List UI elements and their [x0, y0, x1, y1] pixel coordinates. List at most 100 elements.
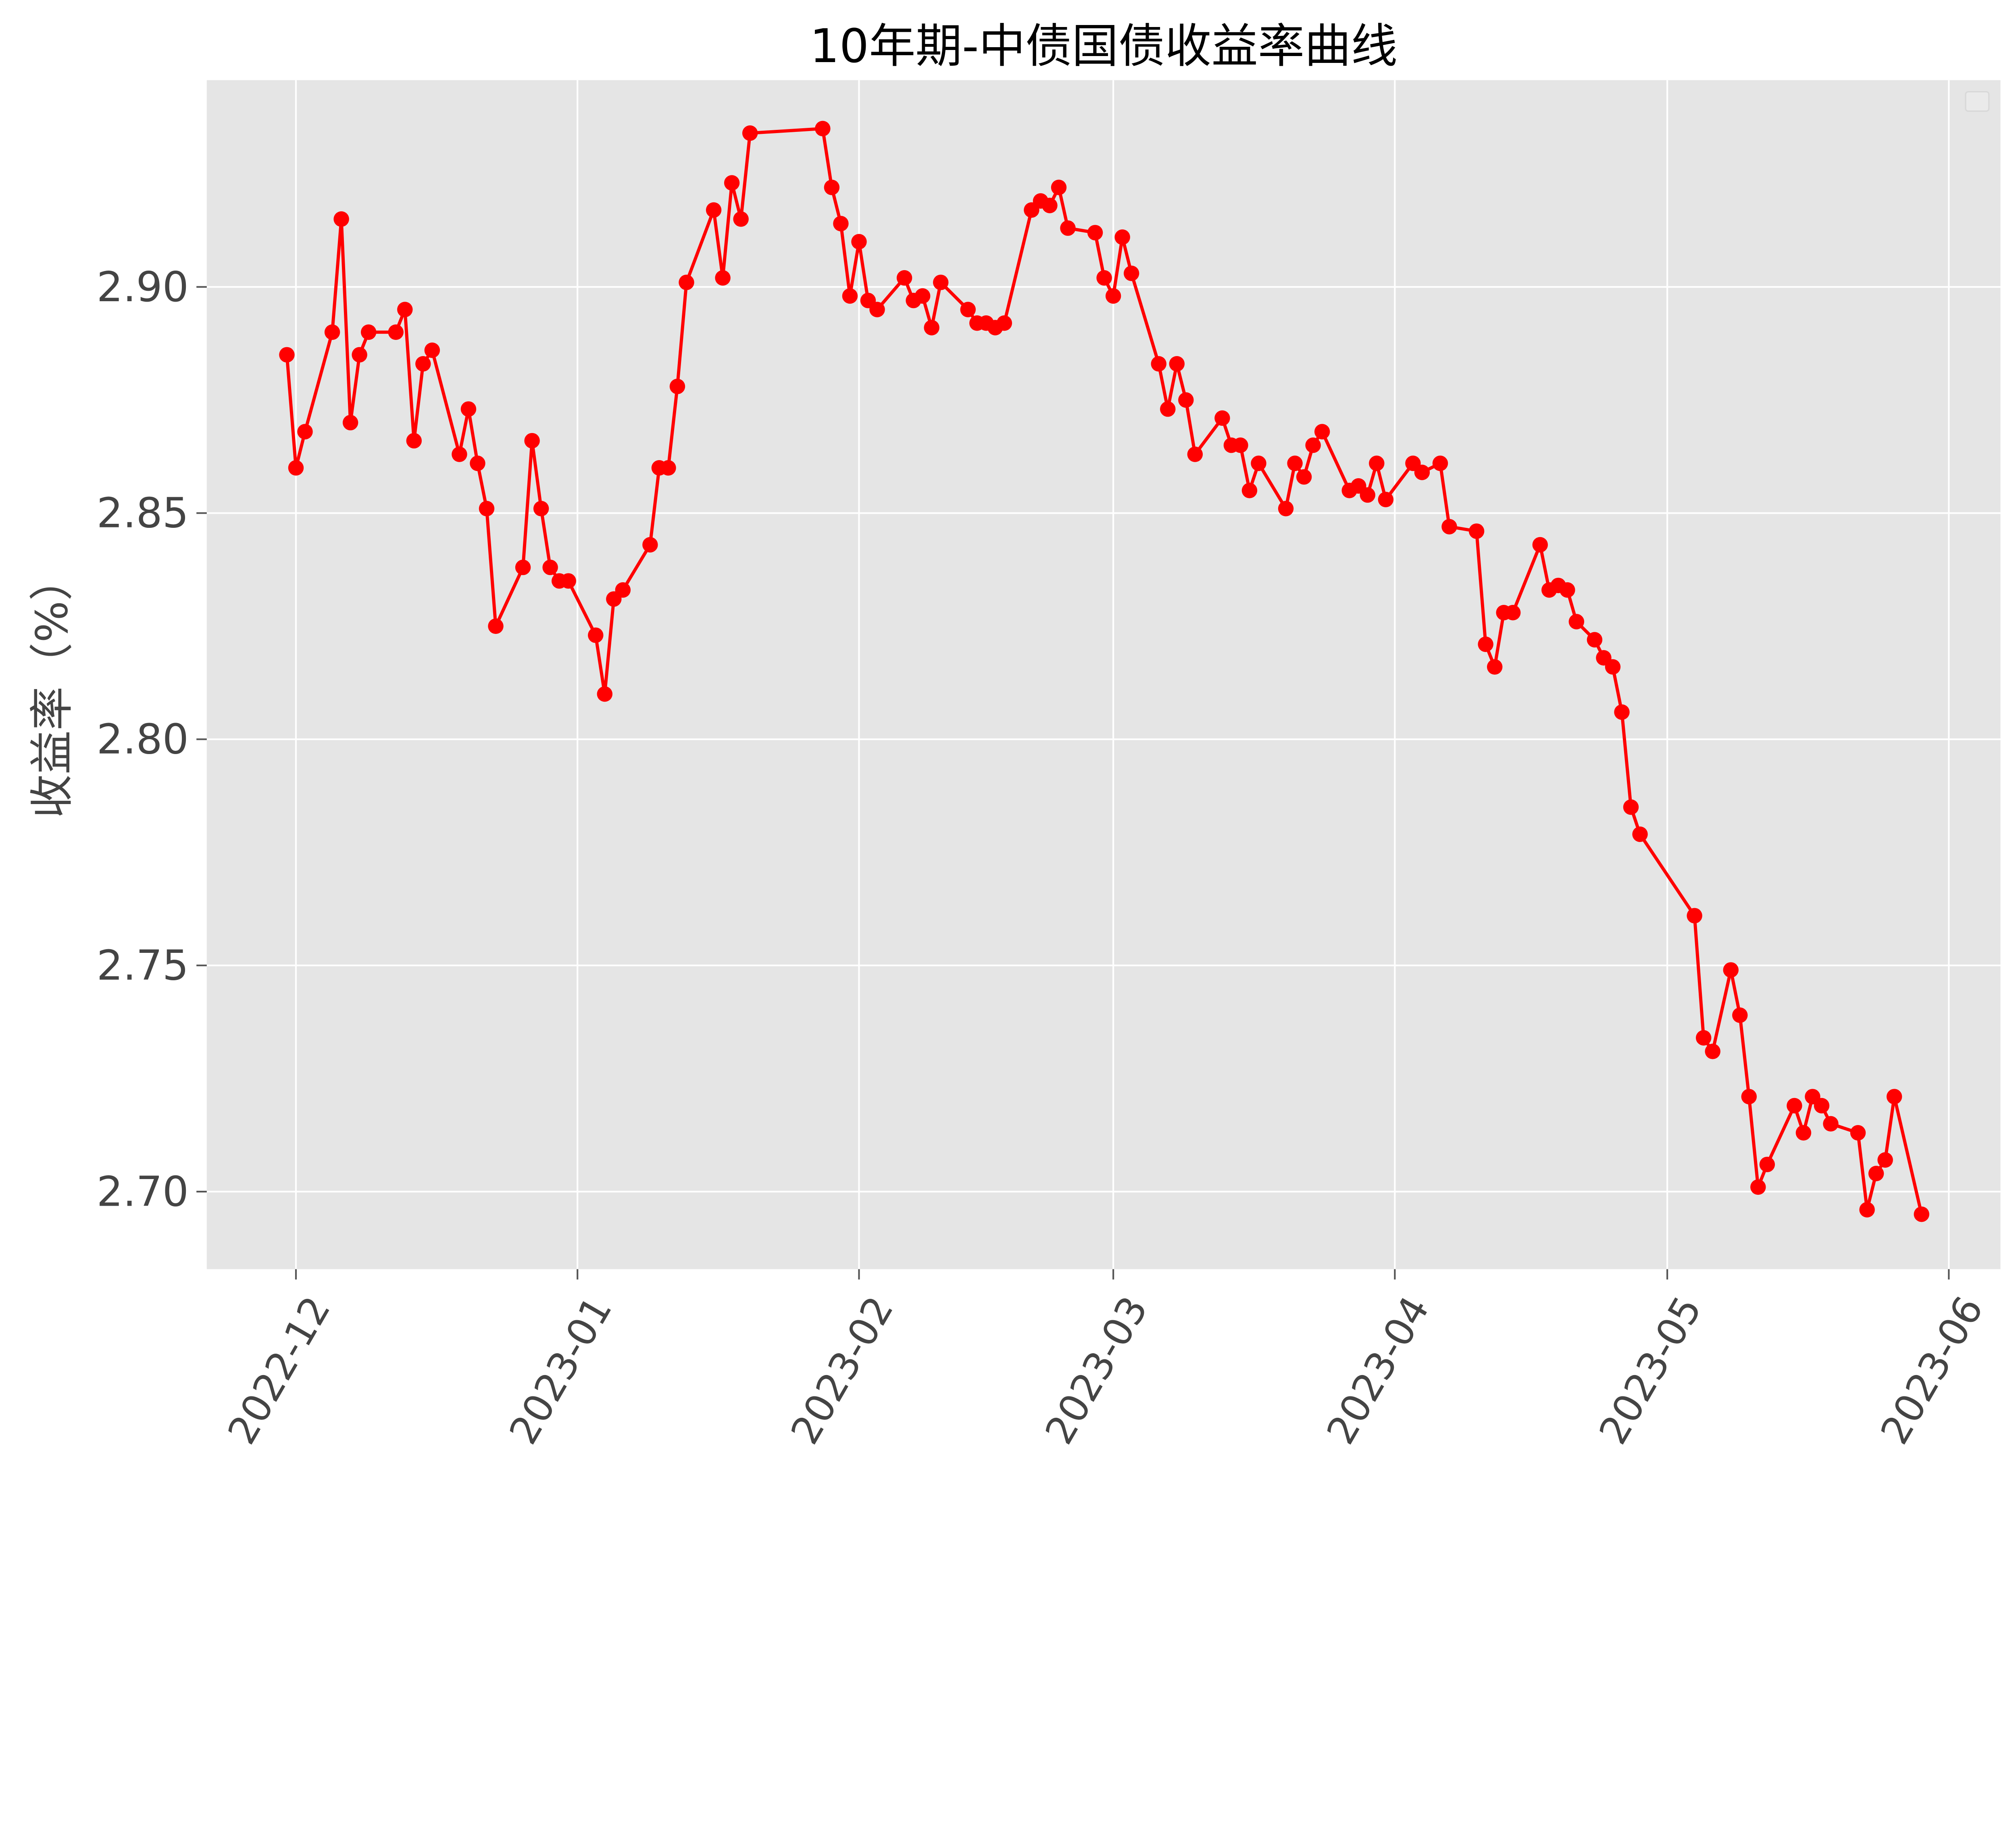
data-point: [1532, 537, 1548, 553]
chart-title: 10年期-中债国债收益率曲线: [810, 19, 1397, 73]
data-point: [851, 234, 867, 250]
data-point: [288, 460, 304, 476]
data-point: [1187, 446, 1203, 462]
data-point: [1605, 659, 1621, 675]
data-point: [297, 424, 313, 440]
data-point: [1378, 492, 1394, 508]
data-point: [1296, 469, 1312, 485]
data-point: [914, 288, 931, 304]
plot-area: [206, 80, 2001, 1269]
data-point: [460, 401, 477, 417]
data-point: [1151, 356, 1166, 372]
data-point: [1169, 356, 1185, 372]
data-point: [1287, 455, 1303, 471]
data-point: [706, 202, 722, 218]
data-point: [642, 537, 658, 553]
data-point: [1623, 799, 1639, 815]
data-point: [1369, 455, 1385, 471]
data-point: [1505, 604, 1521, 621]
data-point: [733, 211, 749, 227]
data-point: [669, 379, 685, 394]
data-point: [1741, 1089, 1757, 1104]
data-point: [660, 460, 676, 476]
data-point: [452, 446, 467, 462]
y-tick-label: 2.90: [97, 263, 189, 311]
data-point: [1060, 220, 1076, 236]
data-point: [1695, 1030, 1712, 1046]
y-tick-label: 2.75: [97, 942, 189, 990]
data-point: [1178, 392, 1194, 408]
data-point: [1432, 455, 1448, 471]
data-point: [1278, 500, 1294, 517]
data-point: [515, 559, 531, 575]
data-point: [479, 500, 495, 517]
data-point: [1478, 636, 1493, 652]
data-point: [1241, 483, 1258, 498]
data-point: [615, 582, 631, 598]
data-point: [679, 275, 694, 290]
data-point: [1114, 229, 1130, 245]
data-point: [1814, 1098, 1830, 1114]
data-point: [1123, 265, 1139, 281]
data-point: [1042, 198, 1058, 213]
yield-line-chart: 2022-12 2023-01 2023-02 2023-03 2023-04 2023-…: [26, 19, 2001, 1452]
data-point: [1850, 1125, 1866, 1141]
series-markers: [279, 121, 1929, 1222]
data-point: [1687, 908, 1702, 924]
data-point: [1305, 437, 1321, 453]
series-line: [285, 127, 1923, 1215]
data-point: [960, 302, 976, 317]
data-point: [1487, 659, 1503, 675]
data-point: [1160, 401, 1176, 417]
data-point: [1214, 410, 1230, 426]
y-tick-label: 2.80: [97, 716, 189, 764]
data-point: [1914, 1206, 1929, 1222]
data-point: [397, 302, 413, 317]
data-point: [388, 324, 404, 340]
data-point: [415, 356, 431, 372]
data-point: [1886, 1089, 1902, 1104]
data-point: [324, 324, 340, 340]
data-point: [1723, 962, 1739, 978]
data-point: [279, 347, 295, 363]
data-point: [352, 347, 367, 363]
data-point: [1314, 424, 1330, 440]
data-point: [896, 270, 912, 286]
data-point: [342, 415, 358, 431]
data-point: [1868, 1166, 1884, 1181]
data-point: [588, 627, 604, 643]
data-point: [1732, 1007, 1748, 1023]
data-point: [360, 324, 377, 340]
data-point: [488, 618, 504, 634]
data-point: [560, 573, 576, 589]
data-point: [1787, 1098, 1802, 1114]
y-tick-label: 2.85: [97, 490, 189, 538]
data-point: [924, 320, 939, 335]
data-point: [1441, 519, 1457, 535]
data-point: [1251, 455, 1266, 471]
data-point: [424, 342, 440, 358]
data-point: [1360, 487, 1376, 503]
data-point: [542, 559, 558, 575]
data-point: [724, 175, 740, 191]
data-point: [824, 179, 840, 195]
data-point: [1859, 1202, 1875, 1218]
data-point: [833, 216, 849, 231]
data-point: [1705, 1044, 1720, 1059]
data-point: [842, 288, 858, 304]
data-point: [1795, 1125, 1812, 1141]
data-point: [533, 500, 549, 517]
data-point: [406, 433, 422, 449]
data-point: [1823, 1116, 1839, 1132]
data-point: [715, 270, 731, 286]
data-point: [1105, 288, 1121, 304]
data-point: [1087, 225, 1103, 241]
data-point: [815, 121, 831, 137]
data-point: [996, 315, 1012, 331]
data-point: [1759, 1156, 1775, 1173]
data-point: [333, 211, 349, 227]
data-point: [1096, 270, 1112, 286]
data-point: [1051, 179, 1067, 195]
data-point: [1414, 465, 1430, 480]
data-point: [933, 275, 949, 290]
